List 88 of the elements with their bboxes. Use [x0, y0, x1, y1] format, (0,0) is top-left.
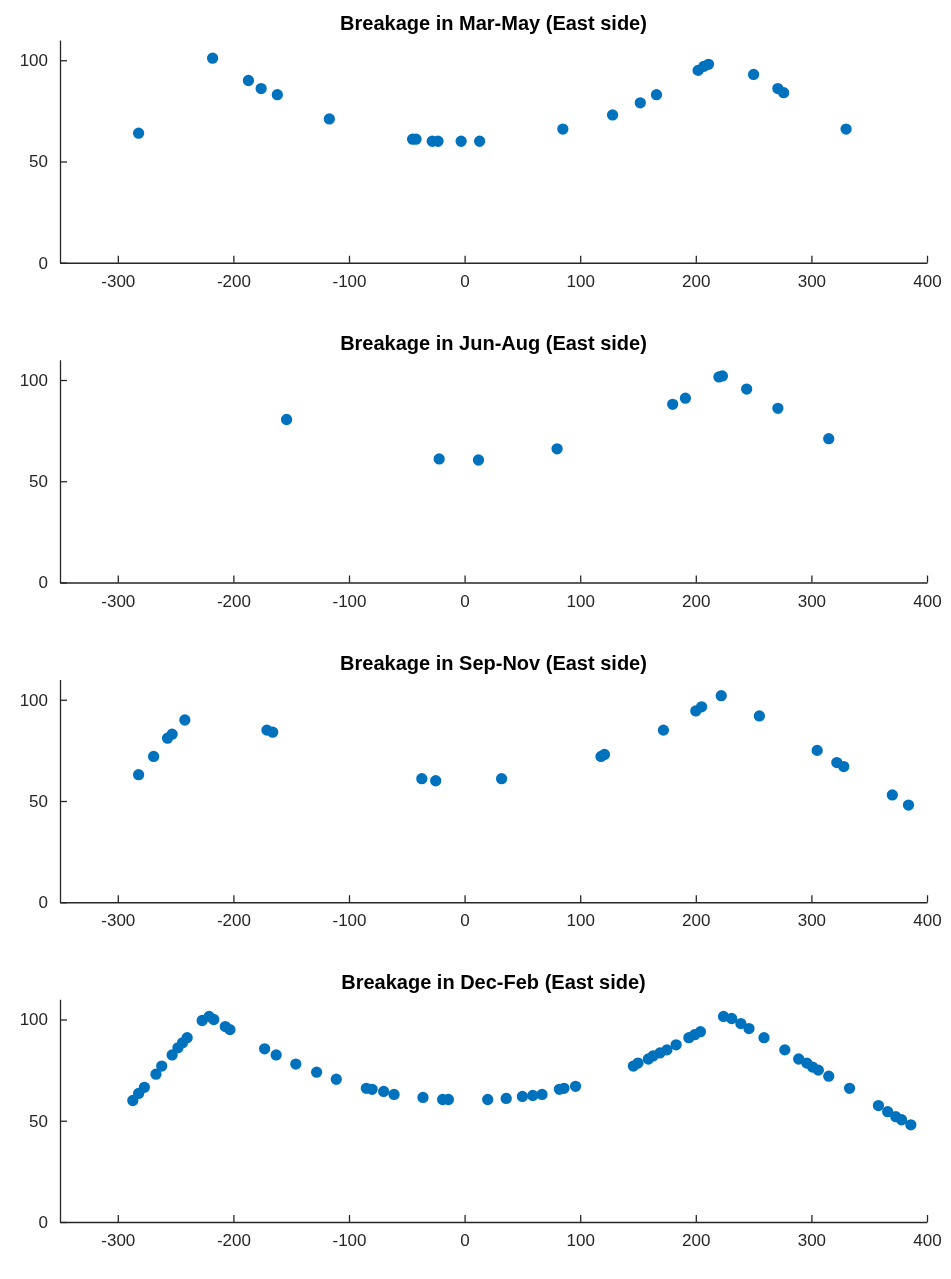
- x-tick-label: 0: [460, 911, 470, 931]
- point: [753, 710, 766, 722]
- x-tick-label: 0: [460, 591, 470, 611]
- point: [267, 726, 279, 738]
- point: [840, 123, 852, 135]
- x-tick-label: 400: [913, 1231, 942, 1251]
- point: [495, 773, 508, 785]
- point: [179, 714, 191, 726]
- x-tick-label: -100: [332, 591, 367, 611]
- point: [747, 68, 760, 81]
- point: [772, 402, 784, 414]
- y-tick-label: 50: [29, 152, 48, 172]
- point: [634, 97, 646, 109]
- point: [242, 74, 255, 87]
- x-tick-label: -100: [332, 911, 367, 931]
- x-tick-label: 400: [913, 911, 942, 931]
- chart-title: Breakage in Sep-Nov (East side): [340, 651, 647, 674]
- chart-title: Breakage in Dec-Feb (East side): [341, 971, 646, 994]
- point: [667, 398, 679, 410]
- chart-title: Breakage in Jun-Aug (East side): [340, 331, 647, 354]
- y-tick-label: 50: [29, 791, 48, 811]
- point: [778, 87, 790, 99]
- x-tick-label: -300: [101, 1231, 136, 1251]
- point: [650, 89, 663, 101]
- x-tick-label: 300: [797, 911, 827, 931]
- x-tick-label: 100: [566, 911, 595, 931]
- x-tick-label: -200: [216, 1231, 251, 1251]
- x-tick-label: -300: [101, 271, 136, 291]
- y-tick-label: 0: [38, 573, 48, 593]
- x-tick-label: 200: [682, 911, 711, 931]
- x-tick-label: 300: [797, 591, 827, 611]
- x-tick-label: 300: [797, 1231, 827, 1251]
- point: [132, 769, 145, 781]
- point: [551, 443, 563, 455]
- y-tick-label: 100: [19, 370, 48, 390]
- x-tick-label: 100: [566, 271, 595, 291]
- x-tick-label: -100: [332, 1231, 367, 1251]
- point: [695, 701, 708, 713]
- x-tick-label: 100: [566, 1231, 595, 1251]
- point: [606, 109, 619, 121]
- point: [255, 82, 267, 95]
- chart-title: Breakage in Mar-May (East side): [340, 12, 647, 34]
- point: [902, 799, 915, 811]
- point: [271, 89, 283, 101]
- point: [455, 135, 467, 147]
- point: [473, 135, 486, 147]
- y-tick-label: 0: [38, 253, 48, 273]
- x-tick-label: 200: [682, 591, 711, 611]
- point: [657, 724, 670, 736]
- x-tick-label: -200: [216, 911, 251, 931]
- point: [715, 690, 727, 702]
- x-tick-label: -100: [332, 271, 367, 291]
- x-tick-label: 0: [460, 1231, 470, 1251]
- x-tick-label: 0: [460, 271, 470, 291]
- x-tick-label: 400: [913, 271, 942, 291]
- point: [823, 433, 835, 445]
- point: [206, 52, 219, 64]
- y-tick-label: 0: [38, 893, 48, 913]
- x-tick-label: -200: [216, 271, 251, 291]
- point: [741, 383, 753, 395]
- point: [679, 392, 692, 404]
- point: [323, 113, 335, 125]
- x-tick-label: 300: [797, 271, 827, 291]
- point: [838, 760, 850, 773]
- x-tick-label: 200: [682, 271, 711, 291]
- y-tick-label: 100: [19, 690, 48, 710]
- point: [147, 750, 160, 763]
- point: [430, 775, 442, 787]
- y-tick-label: 50: [29, 1111, 48, 1131]
- x-tick-label: -300: [101, 911, 136, 931]
- y-tick-label: 100: [19, 1010, 48, 1030]
- point: [886, 789, 898, 801]
- x-tick-label: 200: [682, 1231, 711, 1251]
- y-tick-label: 0: [38, 1212, 48, 1232]
- x-tick-label: -300: [101, 591, 136, 611]
- y-tick-label: 100: [19, 51, 48, 71]
- point: [472, 454, 485, 466]
- point: [811, 744, 823, 757]
- point: [433, 453, 445, 465]
- point: [416, 773, 428, 785]
- point: [132, 127, 145, 139]
- x-tick-label: 100: [566, 591, 595, 611]
- y-tick-label: 50: [29, 472, 48, 492]
- x-tick-label: -200: [216, 591, 251, 611]
- point: [557, 123, 569, 135]
- x-tick-label: 400: [913, 591, 942, 611]
- point: [166, 728, 178, 740]
- point: [280, 413, 293, 426]
